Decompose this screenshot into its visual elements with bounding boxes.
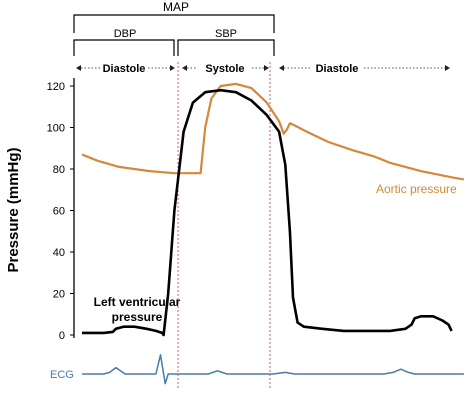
phase-labels-group: Diastole Systole Diastole (76, 63, 450, 75)
sbp-bracket (177, 39, 275, 56)
phase-arrowhead (279, 65, 284, 71)
dbp-bracket (73, 39, 175, 56)
phase-label-diastole-2: Diastole (316, 63, 359, 75)
series-group (81, 82, 465, 385)
brackets-group: MAP DBP SBP (73, 0, 275, 56)
aortic-pressure-label: Aortic pressure (376, 182, 457, 196)
y-tick-label: 40 (53, 247, 65, 259)
map-label: MAP (163, 0, 189, 14)
phase-label-systole: Systole (205, 63, 244, 75)
phase-arrowhead (445, 65, 450, 71)
phase-markers-group (177, 62, 271, 388)
lv-pressure-line (82, 88, 453, 337)
ecg-line (82, 354, 464, 385)
y-axis-title: Pressure (mmHg) (5, 147, 22, 272)
phase-arrowhead (182, 65, 187, 71)
lv-pressure-label: Left ventricular pressure (94, 295, 181, 324)
y-tick-label: 100 (47, 123, 65, 135)
series-labels-group: Aortic pressure Left ventricular pressure E… (50, 182, 457, 381)
map-bracket (73, 14, 275, 33)
axes-group: 0 20 40 60 80 100 120 Pressure (mmHg) (5, 78, 75, 342)
y-tick-label: 20 (53, 289, 65, 301)
y-tick-label: 120 (47, 81, 65, 93)
sbp-label: SBP (215, 28, 237, 40)
aortic-pressure-line (81, 82, 465, 181)
phase-arrowhead (264, 65, 269, 71)
ecg-label: ECG (50, 369, 74, 381)
y-tick-label: 80 (53, 164, 65, 176)
y-tick-label: 0 (59, 330, 65, 342)
phase-label-diastole-1: Diastole (103, 63, 146, 75)
y-tick-label: 60 (53, 206, 65, 218)
phase-arrowhead (170, 65, 175, 71)
dbp-label: DBP (114, 28, 137, 40)
phase-arrowhead (76, 65, 81, 71)
